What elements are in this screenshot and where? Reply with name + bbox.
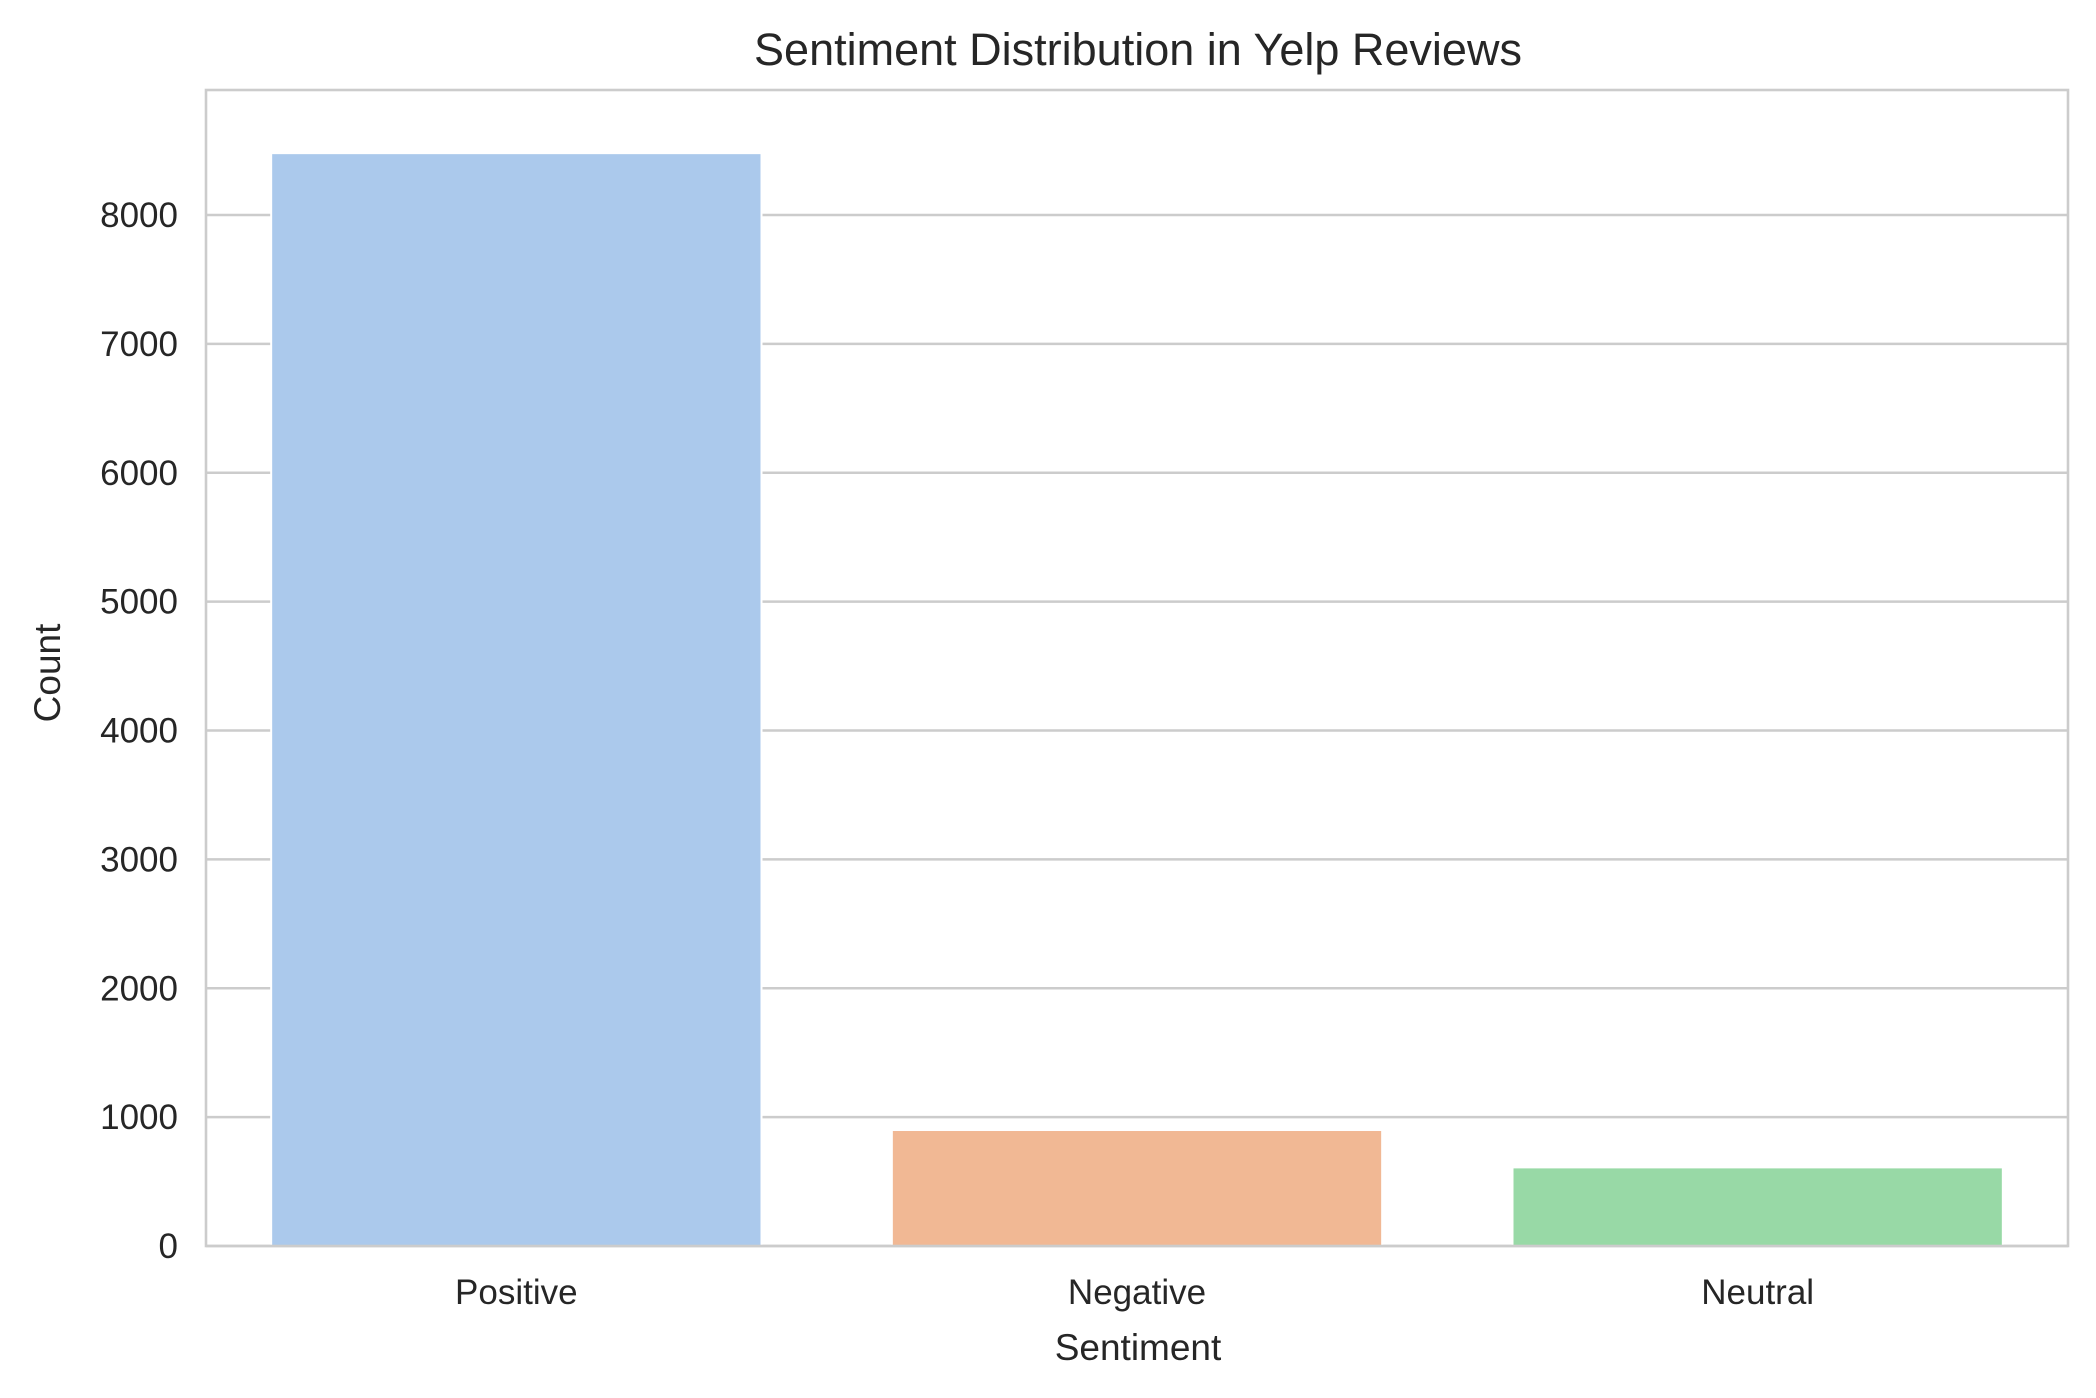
bar-positive [270,152,763,1247]
plot-frame [204,88,2070,1248]
y-tick-label: 2000 [100,969,178,1008]
x-tick-label-negative: Negative [1068,1273,1206,1312]
y-tick-label: 8000 [100,196,178,235]
x-tick-label-positive: Positive [455,1273,578,1312]
chart-title: Sentiment Distribution in Yelp Reviews [754,24,1522,75]
bar-neutral [1511,1166,2004,1247]
y-tick-label: 4000 [100,712,178,751]
bar-negative [890,1129,1384,1248]
y-tick-label: 3000 [100,840,178,879]
x-tick-label-neutral: Neutral [1701,1273,1814,1312]
y-tick-label: 0 [159,1227,178,1266]
y-tick-label: 5000 [100,583,178,622]
y-tick-labels: 0 1000 2000 3000 4000 5000 6000 7000 8000 [100,196,178,1266]
y-tick-label: 6000 [100,454,178,493]
x-axis-label: Sentiment [1055,1327,1222,1368]
x-tick-labels: Positive Negative Neutral [455,1273,1814,1312]
y-tick-label: 7000 [100,325,178,364]
y-axis-label: Count [27,623,68,722]
bars [270,152,2004,1248]
y-tick-label: 1000 [100,1098,178,1137]
